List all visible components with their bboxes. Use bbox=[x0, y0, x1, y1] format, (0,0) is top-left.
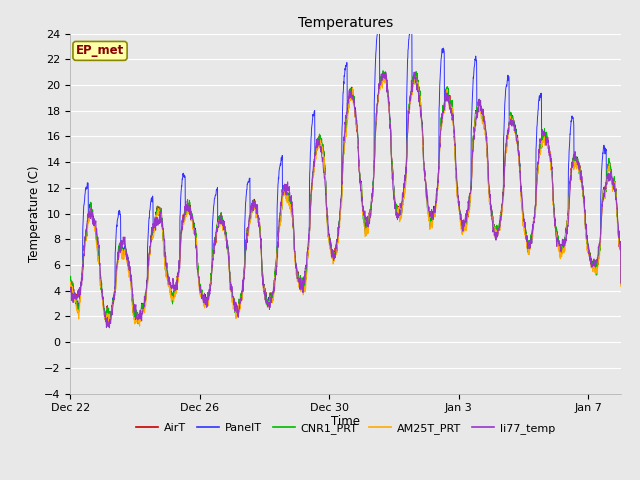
AM25T_PRT bbox=[500, 172, 508, 178]
AM25T_PRT bbox=[109, 300, 117, 306]
AM25T_PRT bbox=[179, 225, 186, 231]
AM25T_PRT bbox=[369, 183, 377, 189]
Text: EP_met: EP_met bbox=[76, 44, 124, 58]
AirT bbox=[500, 162, 508, 168]
AirT bbox=[67, 278, 74, 284]
AM25T_PRT bbox=[381, 71, 388, 76]
li77_temp bbox=[67, 288, 74, 294]
CNR1_PRT bbox=[67, 283, 74, 289]
AM25T_PRT bbox=[136, 324, 143, 329]
CNR1_PRT bbox=[369, 179, 377, 184]
AirT bbox=[186, 202, 193, 207]
li77_temp bbox=[410, 69, 418, 75]
PanelT bbox=[232, 306, 240, 312]
AirT bbox=[179, 217, 186, 223]
CNR1_PRT bbox=[617, 278, 625, 284]
PanelT bbox=[375, 22, 383, 28]
PanelT bbox=[109, 295, 117, 301]
Legend: AirT, PanelT, CNR1_PRT, AM25T_PRT, li77_temp: AirT, PanelT, CNR1_PRT, AM25T_PRT, li77_… bbox=[132, 419, 559, 438]
AirT bbox=[132, 317, 140, 323]
Y-axis label: Temperature (C): Temperature (C) bbox=[28, 165, 42, 262]
AM25T_PRT bbox=[186, 204, 193, 209]
CNR1_PRT bbox=[134, 321, 142, 327]
li77_temp bbox=[232, 300, 240, 305]
AirT bbox=[109, 299, 117, 305]
li77_temp bbox=[617, 280, 625, 286]
PanelT bbox=[179, 176, 186, 181]
li77_temp bbox=[110, 296, 118, 302]
PanelT bbox=[500, 110, 508, 116]
Line: CNR1_PRT: CNR1_PRT bbox=[70, 71, 621, 324]
PanelT bbox=[186, 200, 193, 206]
PanelT bbox=[369, 179, 377, 184]
CNR1_PRT bbox=[179, 218, 186, 224]
AM25T_PRT bbox=[67, 279, 74, 285]
li77_temp bbox=[106, 325, 113, 331]
X-axis label: Time: Time bbox=[331, 415, 360, 428]
Title: Temperatures: Temperatures bbox=[298, 16, 393, 30]
li77_temp bbox=[369, 187, 377, 193]
Line: PanelT: PanelT bbox=[70, 25, 621, 320]
AirT bbox=[381, 69, 389, 75]
CNR1_PRT bbox=[380, 68, 387, 73]
AM25T_PRT bbox=[617, 284, 625, 289]
AirT bbox=[617, 281, 625, 287]
PanelT bbox=[67, 276, 74, 282]
li77_temp bbox=[179, 227, 186, 233]
Line: AM25T_PRT: AM25T_PRT bbox=[70, 73, 621, 326]
li77_temp bbox=[186, 206, 193, 212]
AirT bbox=[369, 181, 377, 187]
li77_temp bbox=[500, 165, 508, 171]
CNR1_PRT bbox=[500, 169, 508, 175]
CNR1_PRT bbox=[186, 197, 193, 203]
AirT bbox=[232, 310, 240, 315]
CNR1_PRT bbox=[232, 309, 240, 314]
PanelT bbox=[136, 317, 144, 323]
Line: AirT: AirT bbox=[70, 72, 621, 320]
AM25T_PRT bbox=[232, 316, 240, 322]
Line: li77_temp: li77_temp bbox=[70, 72, 621, 328]
PanelT bbox=[617, 281, 625, 287]
CNR1_PRT bbox=[109, 292, 117, 298]
